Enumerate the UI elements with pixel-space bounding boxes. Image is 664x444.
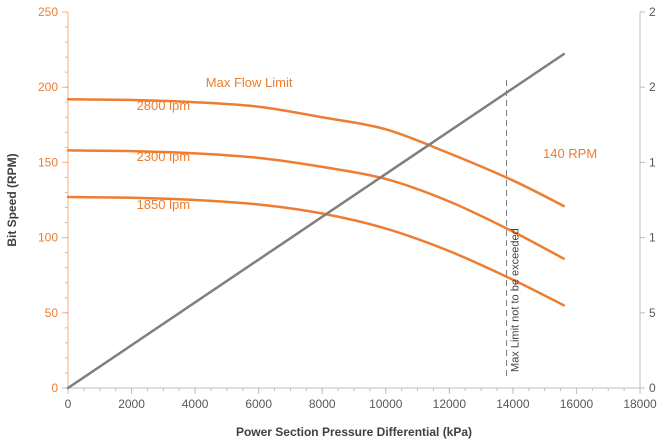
annotation-1850-lpm: 1850 lpm (137, 197, 190, 212)
x-tick-label: 6000 (245, 397, 272, 411)
series-line-linear (66, 52, 565, 390)
y-tick-label: 250 (38, 5, 58, 19)
x-tick-label: 10000 (369, 397, 403, 411)
x-tick-label: 0 (65, 397, 72, 411)
annotation-2800-lpm: 2800 lpm (137, 98, 190, 113)
right-axis-tick-label: 2 (649, 5, 656, 19)
x-ticks: 0 2000 4000 6000 8000 10000 12000 14000 16000 180… (65, 388, 657, 411)
x-axis-title: Power Section Pressure Differential (kPa… (236, 425, 472, 439)
x-tick-label: 2000 (118, 397, 145, 411)
y-tick-label: 150 (38, 155, 58, 169)
x-tick-label: 12000 (433, 397, 467, 411)
annotations: Max Flow Limit 2800 lpm 2300 lpm 1850 lpm 14… (137, 75, 598, 212)
annotation-140-rpm: 140 RPM (543, 146, 597, 161)
series-line-2800-lpm (66, 97, 565, 208)
series-line-1850-lpm (66, 195, 565, 307)
y-axis-title: Bit Speed (RPM) (5, 153, 19, 246)
annotation-2300-lpm: 2300 lpm (137, 149, 190, 164)
y-tick-label: 100 (38, 231, 58, 245)
y-tick-label: 50 (45, 306, 59, 320)
right-axis-tick-label: 1 (649, 155, 656, 169)
x-tick-label: 18000 (623, 397, 657, 411)
annotation-max-flow-limit: Max Flow Limit (206, 75, 293, 90)
series-layer (66, 52, 565, 390)
right-axis-tick-label: 0 (649, 381, 656, 395)
series-line-2300-lpm (66, 149, 565, 260)
y-ticks: 0 50 100 150 200 250 (38, 5, 68, 395)
right-axis-ticks: 0 5 1 1 2 2 (640, 5, 656, 395)
x-tick-label: 4000 (182, 397, 209, 411)
y-tick-label: 0 (51, 381, 58, 395)
right-axis-tick-label: 5 (649, 306, 656, 320)
x-tick-label: 8000 (309, 397, 336, 411)
right-axis-tick-label: 2 (649, 80, 656, 94)
x-tick-label: 14000 (496, 397, 530, 411)
y-tick-label: 200 (38, 80, 58, 94)
x-tick-label: 16000 (560, 397, 594, 411)
max-limit-label: Max Limit not to be exceeded (510, 228, 522, 372)
right-axis-tick-label: 1 (649, 231, 656, 245)
